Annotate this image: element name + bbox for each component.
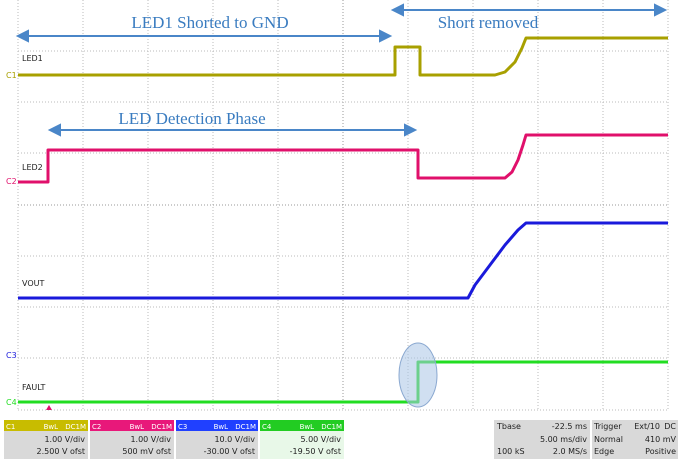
channel-coupling: DC1M [151,423,172,431]
trigger-level: 410 mV [645,435,677,444]
channel-name: C2 [92,423,101,431]
channel-name: C3 [178,423,187,431]
channel-offset: 2.500 V ofst [37,447,85,456]
channel-coupling: DC1M [235,423,256,431]
highlight-ellipse [398,342,438,408]
annotation: Short removed [438,13,539,32]
channel-coupling: DC1M [65,423,86,431]
channel-marker: C1 [6,71,17,80]
channel-marker: C3 [6,351,17,360]
channel-marker: C4 [6,398,17,407]
channel-scale: 1.00 V/div [130,435,171,444]
led2-wave [18,133,668,184]
channel-name: C4 [262,423,272,431]
channel-offset: -30.00 V ofst [204,447,255,456]
grid [17,0,669,411]
channel-offset: -19.50 V ofst [290,447,341,456]
timebase-scale: 5.00 ms/div [540,435,587,444]
trigger-label: Trigger [593,422,622,431]
vout-wave [18,221,668,300]
channel-marker: C2 [6,177,17,186]
channel-coupling: DC1M [321,423,342,431]
trace-label: LED2 [22,163,43,172]
timebase-label: Tbase [496,422,521,431]
channel-scale: 10.0 V/div [214,435,255,444]
channel-scale: 5.00 V/div [300,435,341,444]
channel-bw: BwL [130,423,145,431]
trace-label: LED1 [22,54,43,63]
channel-offset: 500 mV ofst [122,447,171,456]
channel-bw: BwL [44,423,59,431]
led1-wave [18,36,668,77]
timebase-rate: 2.0 MS/s [553,447,587,456]
channel-bw: BwL [214,423,229,431]
trigger-mode: Normal [594,435,623,444]
trigger-pos [46,405,52,410]
trigger-coupling: DC [664,422,676,431]
channel-scale: 1.00 V/div [44,435,85,444]
timebase-samples: 100 kS [497,447,525,456]
trace-label: FAULT [22,383,46,392]
channel-panels [4,420,678,459]
trigger-source: Ext/10 [634,422,660,431]
annotation: LED1 Shorted to GND [131,13,288,32]
timebase-delay: -22.5 ms [552,422,587,431]
trace-label: VOUT [22,279,44,288]
trigger-slope: Positive [645,447,676,456]
channel-bw: BwL [300,423,315,431]
channel-name: C1 [6,423,15,431]
arrows [15,3,668,137]
annotation: LED Detection Phase [118,109,265,128]
trigger-type: Edge [594,447,614,456]
